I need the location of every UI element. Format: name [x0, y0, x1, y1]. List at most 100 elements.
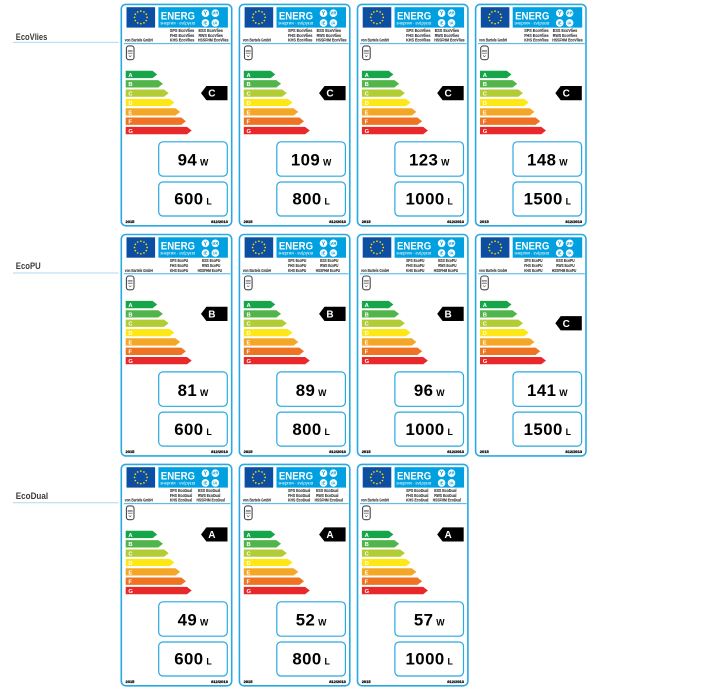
svg-text:FHS EcoVlies: FHS EcoVlies	[170, 33, 195, 38]
svg-text:SPS EcoVlies: SPS EcoVlies	[170, 28, 195, 33]
svg-text:Y: Y	[322, 471, 326, 477]
svg-text:A: A	[128, 73, 133, 79]
svg-text:von Bartels GmbH: von Bartels GmbH	[243, 268, 271, 273]
svg-text:G: G	[128, 129, 133, 135]
svg-text:SPS EcoPU: SPS EcoPU	[288, 258, 306, 263]
svg-text:IE: IE	[322, 250, 326, 255]
svg-text:SPS EcoVlies: SPS EcoVlies	[288, 28, 313, 33]
svg-text:FHS EcoPU: FHS EcoPU	[170, 263, 188, 268]
svg-text:FHS EcoDual: FHS EcoDual	[288, 493, 310, 498]
svg-text:RWS EcoPU: RWS EcoPU	[438, 263, 456, 268]
svg-text:G: G	[483, 129, 488, 135]
svg-text:812/2013: 812/2013	[447, 679, 464, 684]
svg-text:KHS EcoDual: KHS EcoDual	[406, 498, 428, 503]
svg-text:энергия · ενέργεια: энергия · ενέργεια	[278, 251, 314, 256]
svg-text:D: D	[247, 331, 251, 337]
svg-text:HSSFHM EcoDual: HSSFHM EcoDual	[433, 498, 461, 503]
svg-text:2015: 2015	[126, 679, 136, 684]
svg-text:FHS EcoVlies: FHS EcoVlies	[524, 33, 549, 38]
svg-text:B: B	[247, 82, 251, 88]
svg-text:B: B	[208, 310, 215, 321]
svg-text:52W: 52 W	[296, 611, 327, 630]
svg-text:ENERG: ENERG	[397, 241, 431, 253]
svg-text:F: F	[365, 350, 369, 356]
svg-text:von Bartels GmbH: von Bartels GmbH	[361, 38, 389, 43]
svg-text:HSSFHM EcoPU: HSSFHM EcoPU	[434, 268, 458, 273]
svg-text:HSSFHM EcoVlies: HSSFHM EcoVlies	[316, 38, 347, 43]
svg-text:энергия · ενέργεια: энергия · ενέργεια	[160, 251, 196, 256]
svg-text:RWS EcoDual: RWS EcoDual	[434, 493, 456, 498]
svg-text:HSSFHM EcoPU: HSSFHM EcoPU	[198, 268, 222, 273]
svg-text:von Bartels GmbH: von Bartels GmbH	[125, 38, 153, 43]
svg-text:2015: 2015	[126, 219, 136, 224]
svg-text:A: A	[247, 533, 252, 539]
svg-text:B: B	[365, 312, 369, 318]
svg-text:2015: 2015	[244, 219, 254, 224]
svg-text:D: D	[247, 561, 251, 567]
svg-text:F: F	[247, 120, 251, 126]
svg-text:A: A	[208, 530, 215, 541]
svg-text:von Bartels GmbH: von Bartels GmbH	[243, 38, 271, 43]
svg-text:C: C	[326, 89, 333, 100]
svg-text:E: E	[483, 110, 487, 116]
svg-text:E: E	[128, 570, 132, 576]
svg-text:96W: 96 W	[414, 381, 445, 400]
svg-text:E: E	[128, 340, 132, 346]
svg-text:812/2013: 812/2013	[329, 449, 346, 454]
svg-text:81W: 81 W	[178, 381, 209, 400]
svg-text:B: B	[128, 542, 132, 548]
svg-text:F: F	[128, 580, 132, 586]
svg-text:IE: IE	[440, 20, 444, 25]
svg-text:HSSFHM EcoVlies: HSSFHM EcoVlies	[552, 38, 583, 43]
svg-text:Y: Y	[322, 11, 326, 17]
svg-text:von Bartels GmbH: von Bartels GmbH	[479, 38, 507, 43]
svg-text:E: E	[365, 110, 369, 116]
svg-text:B: B	[365, 542, 369, 548]
svg-text:IA: IA	[213, 480, 217, 485]
svg-text:C: C	[365, 552, 370, 558]
svg-text:IA: IA	[568, 20, 572, 25]
svg-text:A: A	[483, 73, 488, 79]
svg-text:RWS EcoVlies: RWS EcoVlies	[553, 33, 578, 38]
svg-text:HSSFHM EcoPU: HSSFHM EcoPU	[316, 268, 340, 273]
svg-text:IA: IA	[331, 250, 335, 255]
svg-text:IE: IE	[203, 480, 207, 485]
svg-text:G: G	[365, 589, 370, 595]
svg-text:энергия · ενέργεια: энергия · ενέργεια	[396, 481, 432, 486]
svg-text:ESS EcoDual: ESS EcoDual	[434, 488, 456, 493]
svg-text:EcoPU: EcoPU	[16, 261, 41, 272]
svg-text:D: D	[128, 101, 132, 107]
svg-text:ENERG: ENERG	[279, 471, 313, 483]
svg-text:C: C	[208, 89, 215, 100]
svg-text:F: F	[128, 350, 132, 356]
svg-text:F: F	[365, 580, 369, 586]
svg-text:812/2013: 812/2013	[565, 449, 582, 454]
svg-text:HSSFHM EcoVlies: HSSFHM EcoVlies	[434, 38, 465, 43]
svg-text:von Bartels GmbH: von Bartels GmbH	[125, 498, 153, 503]
svg-text:C: C	[444, 89, 451, 100]
svg-text:IA: IA	[213, 20, 217, 25]
svg-text:2015: 2015	[362, 679, 372, 684]
svg-text:F: F	[483, 120, 487, 126]
svg-text:D: D	[365, 101, 369, 107]
svg-text:812/2013: 812/2013	[211, 449, 228, 454]
svg-text:C: C	[365, 322, 370, 328]
svg-text:Y: Y	[440, 471, 444, 477]
svg-text:2015: 2015	[362, 449, 372, 454]
svg-text:энергия · ενέργεια: энергия · ενέργεια	[396, 21, 432, 26]
svg-text:KHS EcoPU: KHS EcoPU	[524, 268, 542, 273]
svg-text:C: C	[483, 92, 488, 98]
svg-text:A: A	[483, 303, 488, 309]
svg-text:KHS EcoVlies: KHS EcoVlies	[406, 38, 431, 43]
svg-text:KHS EcoVlies: KHS EcoVlies	[288, 38, 313, 43]
svg-text:FHS EcoPU: FHS EcoPU	[406, 263, 424, 268]
svg-text:ИЯ: ИЯ	[212, 11, 218, 16]
svg-text:ИЯ: ИЯ	[330, 241, 336, 246]
svg-text:C: C	[247, 92, 252, 98]
